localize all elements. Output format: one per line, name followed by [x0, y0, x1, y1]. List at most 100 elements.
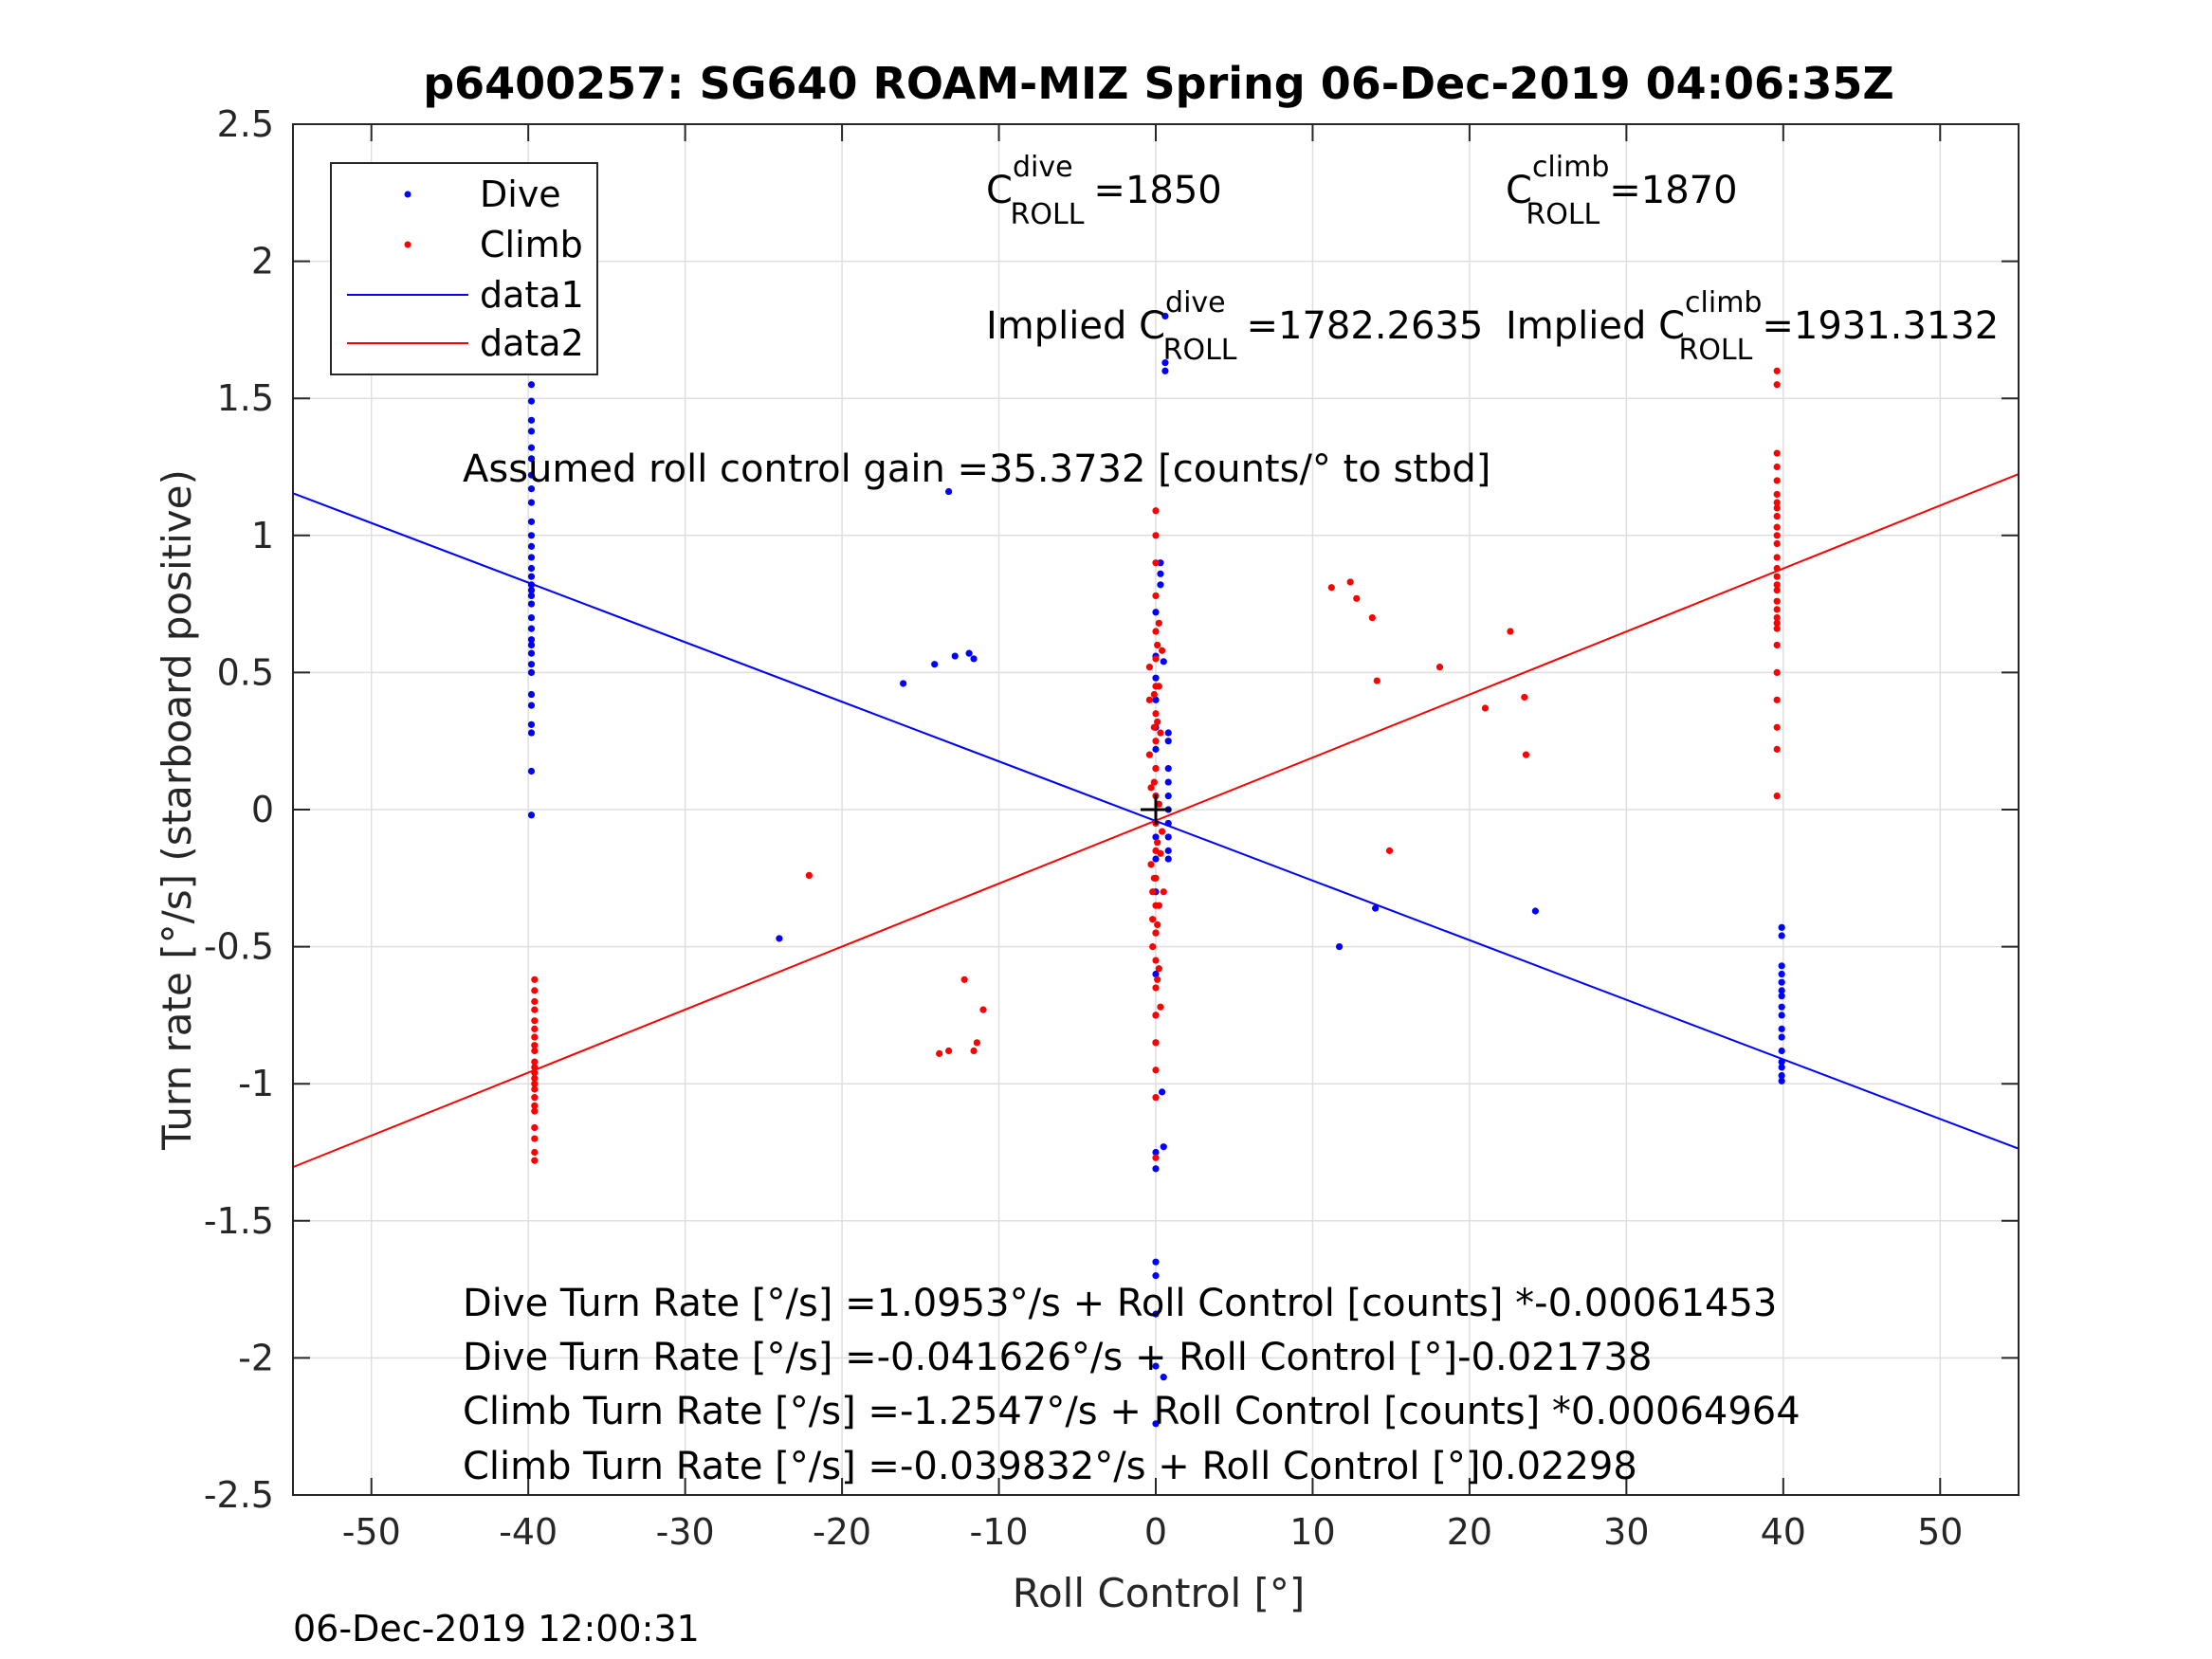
climb-point — [1145, 751, 1153, 758]
climb-point — [531, 1058, 539, 1066]
dive-point — [527, 499, 536, 506]
dive-point — [945, 487, 953, 496]
climb-point — [1159, 828, 1166, 835]
climb-point — [1353, 594, 1361, 602]
climb-point — [1145, 664, 1153, 671]
c-roll-climb-base: C — [1506, 169, 1532, 212]
dive-point — [527, 625, 536, 632]
climb-point — [1152, 1094, 1160, 1102]
dive-point — [1778, 1064, 1785, 1071]
climb-point — [1773, 723, 1781, 731]
climb-point — [531, 1135, 539, 1142]
climb-point — [1773, 606, 1781, 613]
dive-point — [1161, 359, 1169, 367]
dive-point — [1778, 1077, 1785, 1085]
dive-point — [527, 518, 536, 525]
climb-point — [1152, 1012, 1160, 1019]
climb-point — [1152, 1039, 1160, 1047]
climb-point — [1435, 664, 1444, 671]
climb-point — [936, 1049, 943, 1057]
y-tick-label: -0.5 — [204, 926, 274, 968]
x-tick-label: -50 — [342, 1511, 401, 1553]
legend-climb-label: Climb — [480, 224, 583, 265]
implied-c-roll-climb-annotation: Implied Cclimb ROLL =1931.3132 — [1506, 286, 1999, 367]
implied-climb-sub: ROLL — [1678, 334, 1752, 367]
legend-dive-label: Dive — [480, 173, 561, 215]
y-tick-label: -1 — [238, 1063, 274, 1104]
climb-point — [1773, 463, 1781, 471]
climb-point — [531, 1074, 539, 1083]
y-tick-label: 1.5 — [217, 377, 274, 419]
dive-point — [1778, 1071, 1785, 1080]
climb-point — [970, 1047, 978, 1055]
dive-point — [527, 428, 536, 435]
dive-point — [931, 661, 939, 668]
dive-point — [527, 729, 536, 737]
climb-point — [531, 1047, 539, 1055]
dive-point — [1531, 907, 1539, 915]
dive-point — [1152, 1272, 1160, 1280]
c-roll-dive-value: =1850 — [1093, 169, 1221, 212]
dive-point — [1152, 1148, 1160, 1157]
climb-point — [1152, 738, 1160, 745]
climb-point — [531, 1148, 539, 1157]
climb-point — [531, 975, 539, 983]
climb-point — [1154, 921, 1161, 929]
climb-point — [1152, 710, 1160, 718]
dive-point — [1157, 570, 1164, 577]
climb-point — [531, 1025, 539, 1032]
dive-point — [1778, 1047, 1785, 1055]
climb-point — [1152, 655, 1160, 663]
climb-point — [1773, 613, 1781, 622]
dive-point — [527, 381, 536, 389]
c-roll-dive-sup: dive — [1013, 151, 1073, 184]
climb-point — [1773, 745, 1781, 753]
climb-point — [1152, 874, 1160, 882]
x-axis-label: Roll Control [°] — [1013, 1570, 1306, 1616]
dive-point — [527, 532, 536, 539]
climb-point — [1155, 965, 1162, 973]
dive-point — [1778, 1033, 1785, 1041]
climb-fit-degrees-annotation: Climb Turn Rate [°/s] =-0.039832°/s + Ro… — [463, 1445, 1637, 1488]
dive-point — [1778, 962, 1785, 970]
climb-point — [1521, 693, 1528, 702]
climb-point — [1481, 704, 1490, 712]
x-tick-label: 20 — [1447, 1511, 1492, 1553]
dive-point — [1164, 738, 1172, 745]
implied-climb-sup: climb — [1685, 286, 1762, 319]
climb-point — [973, 1039, 980, 1047]
climb-point — [1149, 888, 1157, 896]
dive-point — [1152, 745, 1160, 753]
climb-point — [1159, 647, 1166, 654]
climb-point — [1157, 1003, 1164, 1011]
legend-data2-label: data2 — [480, 322, 584, 364]
climb-point — [1150, 778, 1158, 786]
dive-point — [527, 485, 536, 493]
dive-point — [527, 397, 536, 405]
dive-point — [776, 935, 783, 942]
climb-point — [1773, 504, 1781, 512]
dive-point — [1778, 987, 1785, 994]
dive-point — [1152, 1420, 1160, 1428]
climb-point — [531, 987, 539, 994]
dive-point — [965, 649, 973, 657]
implied-dive-value: =1782.2635 — [1247, 304, 1484, 348]
implied-dive-sup: dive — [1165, 286, 1226, 319]
legend-box — [330, 162, 598, 375]
climb-fit-counts-annotation: Climb Turn Rate [°/s] =-1.2547°/s + Roll… — [463, 1390, 1801, 1433]
dive-point — [527, 702, 536, 709]
implied-climb-base: Implied C — [1506, 304, 1685, 348]
legend-climb-marker — [404, 241, 411, 248]
climb-point — [1522, 751, 1530, 758]
climb-point — [1149, 916, 1157, 923]
c-roll-climb-annotation: Cclimb ROLL =1870 — [1506, 151, 1738, 231]
dive-point — [1152, 609, 1160, 616]
dive-point — [951, 652, 959, 660]
x-tick-label: 30 — [1603, 1511, 1649, 1553]
climb-point — [531, 997, 539, 1006]
climb-point — [531, 1102, 539, 1109]
dive-point — [1778, 923, 1785, 931]
climb-point — [1154, 718, 1161, 726]
climb-point — [531, 1157, 539, 1164]
dive-point — [1152, 696, 1160, 703]
